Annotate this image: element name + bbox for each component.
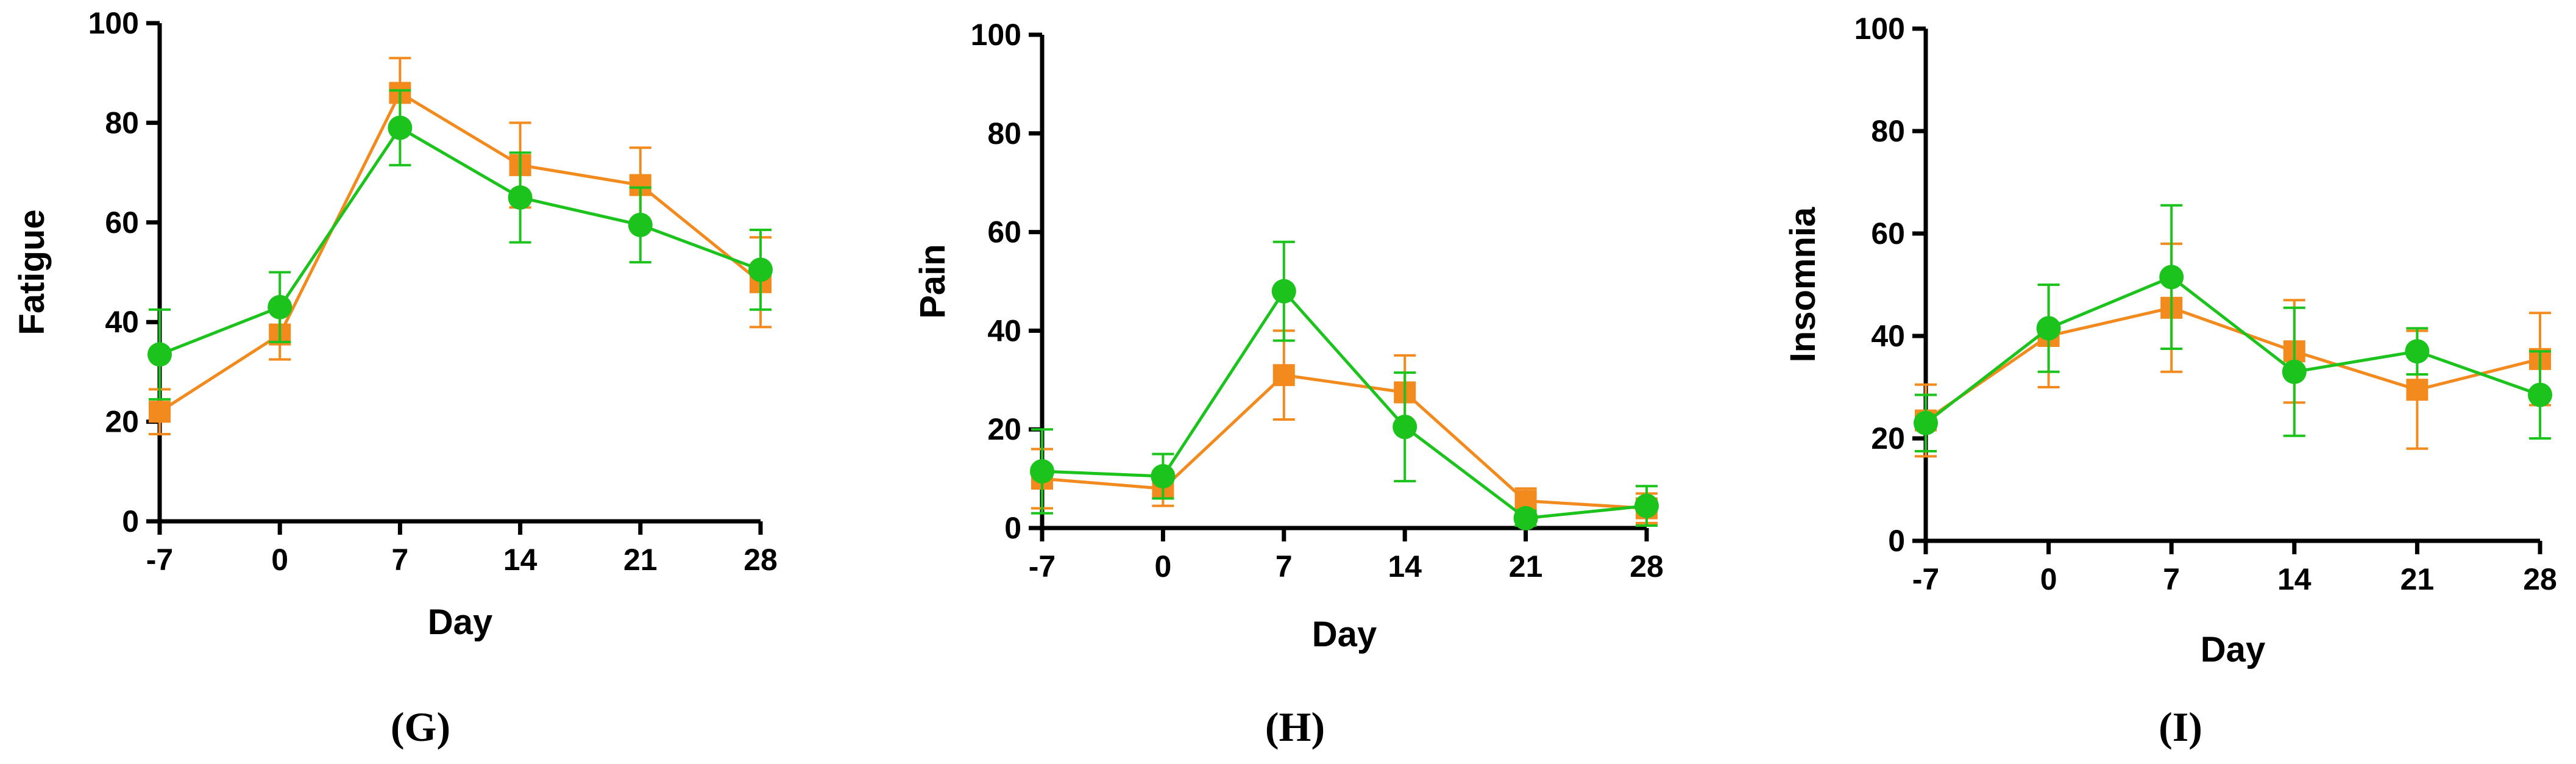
y-tick-label: 80 xyxy=(105,105,139,140)
x-tick-label: 7 xyxy=(391,543,408,577)
y-tick-label: 60 xyxy=(1871,216,1905,251)
data-point-circle xyxy=(1271,279,1296,304)
x-tick-label: 0 xyxy=(2040,562,2057,596)
y-tick-label: 40 xyxy=(105,305,139,339)
y-tick-label: 80 xyxy=(987,116,1021,151)
x-tick-label: 0 xyxy=(271,543,288,577)
y-tick-label: 0 xyxy=(122,504,139,538)
y-axis-title: Pain xyxy=(913,244,953,319)
x-tick-label: 21 xyxy=(2400,562,2435,596)
data-point-circle xyxy=(1914,410,1938,435)
x-tick-label: 21 xyxy=(623,543,658,577)
y-tick-label: 20 xyxy=(105,405,139,439)
data-point-circle xyxy=(748,257,773,282)
y-tick-label: 80 xyxy=(1871,114,1905,148)
x-tick-label: -7 xyxy=(1029,549,1056,584)
series-line xyxy=(1041,373,1647,510)
panel-label: (H) xyxy=(1265,704,1325,750)
data-point-circle xyxy=(508,185,533,210)
series-green xyxy=(147,89,773,401)
data-point-circle xyxy=(1030,459,1054,484)
series-green xyxy=(1030,240,1659,530)
series-line xyxy=(1041,288,1647,520)
data-point-circle xyxy=(2159,265,2184,290)
data-point-circle xyxy=(2282,359,2307,384)
y-tick-label: 20 xyxy=(987,412,1021,446)
y-tick-label: 100 xyxy=(88,6,139,40)
y-axis-title: Fatigue xyxy=(12,209,52,335)
data-point-circle xyxy=(1513,505,1538,530)
series-line xyxy=(158,90,762,413)
x-axis-title: Day xyxy=(428,602,492,642)
data-point-circle xyxy=(2036,316,2061,341)
x-tick-label: -7 xyxy=(146,543,173,577)
x-tick-label: 14 xyxy=(503,543,538,577)
x-tick-label: 7 xyxy=(1276,549,1293,584)
panel-label: (G) xyxy=(391,704,450,750)
data-point-circle xyxy=(1634,493,1659,518)
y-axis-title: Insomnia xyxy=(1783,207,1823,362)
x-axis-title: Day xyxy=(2201,630,2265,669)
x-tick-label: 7 xyxy=(2163,562,2180,596)
series-line xyxy=(1925,306,2541,422)
y-tick-label: 60 xyxy=(105,205,139,240)
panel-label: (I) xyxy=(2159,704,2202,750)
x-tick-label: 28 xyxy=(743,543,778,577)
y-tick-label: 0 xyxy=(1888,524,1905,558)
series-line xyxy=(1925,275,2541,424)
x-tick-label: 0 xyxy=(1154,549,1171,584)
data-point-square xyxy=(1272,364,1295,387)
x-tick-label: 14 xyxy=(2277,562,2312,596)
data-point-circle xyxy=(1393,415,1418,440)
data-point-circle xyxy=(2405,339,2430,364)
y-tick-label: 40 xyxy=(1871,319,1905,353)
series-green xyxy=(1914,204,2552,452)
y-tick-label: 20 xyxy=(1871,421,1905,455)
x-tick-label: 28 xyxy=(1630,549,1664,584)
x-tick-label: 14 xyxy=(1388,549,1422,584)
y-tick-label: 100 xyxy=(971,18,1021,52)
x-tick-label: 21 xyxy=(1509,549,1543,584)
series-line xyxy=(159,126,761,356)
data-point-circle xyxy=(147,342,172,367)
y-tick-label: 0 xyxy=(1004,511,1021,545)
series-orange xyxy=(1915,242,2551,458)
data-point-square xyxy=(2406,379,2429,401)
x-tick-label: -7 xyxy=(1912,562,1939,596)
data-point-circle xyxy=(1151,464,1176,489)
data-point-square xyxy=(149,401,171,423)
data-point-circle xyxy=(388,115,413,140)
y-tick-label: 40 xyxy=(987,313,1021,348)
data-point-circle xyxy=(2528,382,2552,407)
series-orange xyxy=(149,57,772,436)
y-tick-label: 100 xyxy=(1854,12,1905,46)
y-tick-label: 60 xyxy=(987,215,1021,249)
x-tick-label: 28 xyxy=(2523,562,2557,596)
x-axis-title: Day xyxy=(1312,615,1377,654)
data-point-circle xyxy=(628,212,653,237)
data-point-circle xyxy=(268,295,293,320)
